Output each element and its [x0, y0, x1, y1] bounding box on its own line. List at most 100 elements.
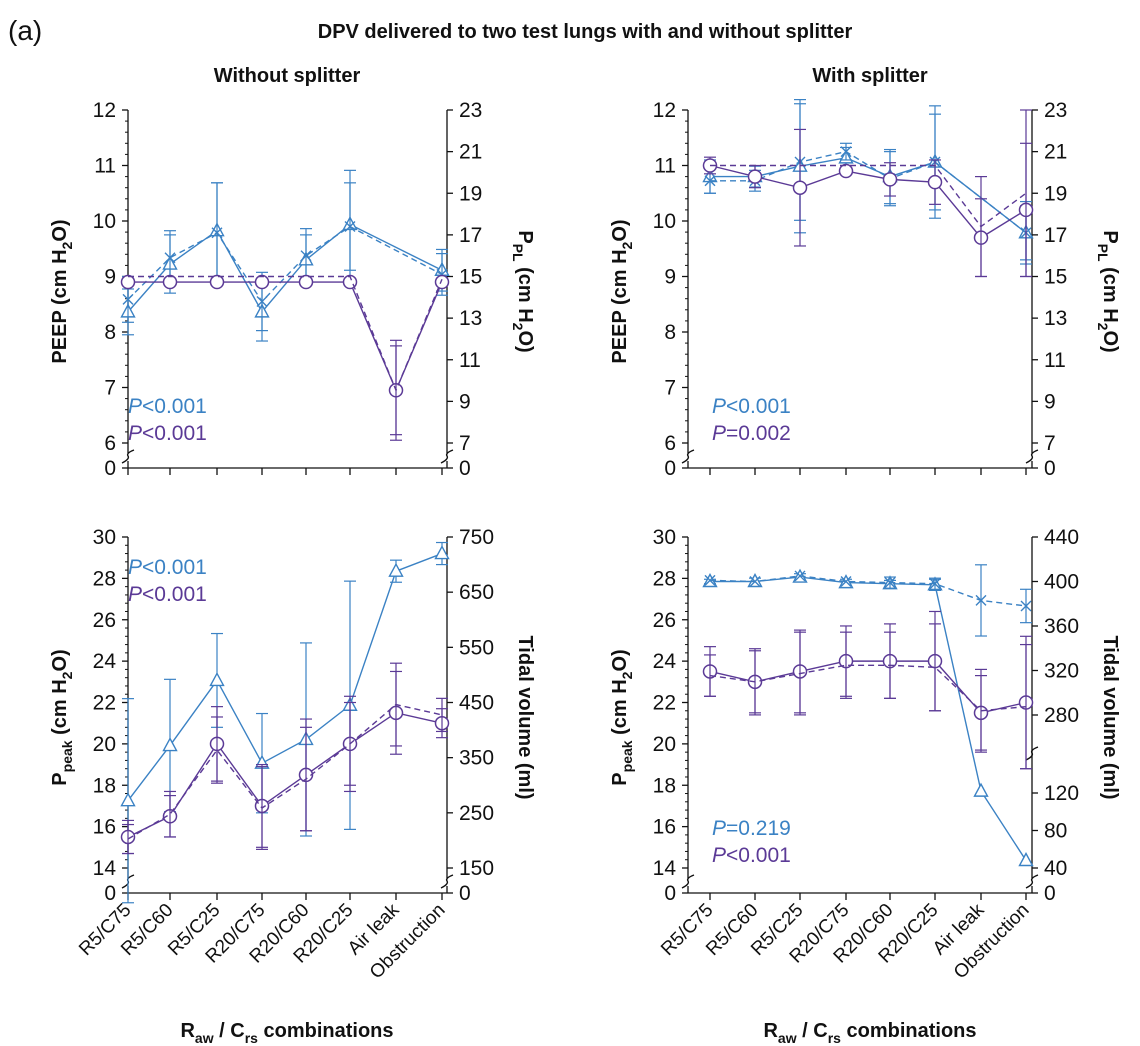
data-point-x	[884, 577, 896, 589]
y2-tick-label: 9	[459, 390, 471, 413]
data-point-circle	[209, 274, 225, 290]
data-point-x	[211, 227, 223, 239]
p-value-purple: P<0.001	[712, 844, 791, 867]
y2-tick-label: 280	[1044, 704, 1079, 727]
data-point-triangle	[209, 671, 225, 687]
data-point-x	[975, 594, 987, 606]
panel-title-tr: With splitter	[812, 65, 928, 87]
y2-tick-label: 120	[1044, 782, 1079, 805]
y2-tick-label: 21	[1044, 141, 1067, 164]
data-point-triangle	[1018, 852, 1034, 867]
y2-tick-label: 15	[459, 266, 482, 289]
p-value-purple: P<0.001	[128, 422, 207, 445]
y2-tick-label: 17	[1044, 224, 1067, 247]
data-point-circle	[838, 163, 854, 179]
y-tick-label: 14	[93, 857, 117, 880]
y-tick-label: 14	[653, 857, 677, 880]
y-tick-label: 12	[93, 99, 116, 122]
y2-tick-label: 21	[459, 141, 482, 164]
y-tick-label: 28	[653, 567, 676, 590]
data-point-triangle	[747, 573, 763, 588]
y-tick-label: 24	[653, 650, 677, 673]
y-tick-label: 22	[93, 692, 116, 715]
y2-tick-label: 13	[459, 307, 482, 330]
y2-tick-label: 550	[459, 636, 494, 659]
y-tick-label: 16	[93, 816, 116, 839]
data-point-x	[704, 175, 716, 187]
y2-tick-label: 23	[1044, 99, 1067, 122]
y-tick-label: 28	[93, 567, 116, 590]
y-tick-label: 6	[664, 432, 676, 455]
data-point-x	[840, 146, 852, 158]
y-tick-label: 20	[93, 733, 116, 756]
p-value-blue: P<0.001	[128, 556, 207, 579]
series-line-purple-circle	[709, 164, 1027, 239]
y-tick-label: 7	[664, 377, 676, 400]
axis-break-mark	[681, 874, 695, 889]
y2-tick-label: 9	[1044, 390, 1056, 413]
data-point-x	[704, 574, 716, 586]
data-point-x	[256, 295, 268, 307]
axis-break-mark	[440, 449, 454, 464]
p-value-blue: P<0.001	[128, 395, 207, 418]
y-tick-label: 12	[653, 99, 676, 122]
y-tick-label: 20	[653, 733, 676, 756]
y2-tick-label: 750	[459, 526, 494, 549]
data-point-x	[1020, 600, 1032, 612]
data-point-circle	[254, 274, 270, 290]
series-line-blue-x	[127, 225, 443, 303]
y2-tick-label: 650	[459, 581, 494, 604]
y-tick-label: 0	[104, 882, 116, 905]
y-tick-label: 26	[653, 609, 676, 632]
series-line-purple-none	[128, 275, 443, 393]
y-tick-label: 0	[104, 457, 116, 480]
y2-tick-label: 0	[459, 882, 471, 905]
data-point-triangle	[434, 545, 450, 560]
y2-axis-label: PPL (cm H2O)	[510, 230, 536, 352]
y-tick-label: 10	[93, 210, 116, 233]
y-axis-label: Ppeak (cm H2O)	[49, 649, 75, 785]
data-point-circle	[162, 274, 178, 290]
y-axis-label: PEEP (cm H2O)	[609, 219, 635, 363]
chart-panel-with-splitter-ppeak: 14 16 18 20 22 24 26 28 30 0 280 320 360 400 440 40 80 12…	[609, 526, 1121, 983]
series-line-purple-circle	[128, 281, 443, 393]
data-point-x	[840, 576, 852, 587]
y-tick-label: 10	[653, 210, 676, 233]
data-point-x	[300, 250, 312, 262]
y2-tick-label: 250	[459, 802, 494, 825]
axis-break-mark	[1025, 746, 1039, 761]
y-tick-label: 0	[664, 882, 676, 905]
y2-tick-label: 80	[1044, 820, 1067, 843]
chart-panel-without-splitter-ppeak: 1416182022242628300150250350450550650750…	[49, 526, 536, 983]
panel-title-tl: Without splitter	[214, 65, 361, 87]
y-tick-label: 30	[653, 526, 676, 549]
data-point-triangle	[120, 792, 136, 807]
y2-tick-label: 440	[1044, 526, 1079, 549]
data-point-circle	[120, 274, 136, 290]
data-point-circle	[747, 169, 763, 184]
series-line-purple-none	[127, 703, 443, 840]
series-line-blue-x	[710, 150, 1027, 234]
y2-tick-label: 360	[1044, 615, 1079, 638]
data-point-circle	[298, 274, 314, 290]
y2-tick-label: 7	[459, 432, 471, 455]
figure-title: DPV delivered to two test lungs with and…	[318, 21, 853, 43]
y2-tick-label: 23	[459, 99, 482, 122]
data-point-x	[164, 252, 176, 264]
series-line-purple-none	[709, 664, 1027, 712]
data-point-circle	[927, 174, 943, 190]
y2-tick-label: 13	[1044, 307, 1067, 330]
p-value-purple: P<0.001	[128, 583, 207, 606]
y2-tick-label: 150	[459, 857, 494, 880]
y-tick-label: 9	[664, 266, 676, 289]
series-line-blue-x	[709, 575, 1027, 607]
y2-tick-label: 0	[1044, 882, 1056, 905]
y-tick-label: 0	[664, 457, 676, 480]
data-point-x	[794, 570, 806, 582]
y2-tick-label: 15	[1044, 266, 1067, 289]
y-tick-label: 26	[93, 609, 116, 632]
y2-tick-label: 450	[459, 692, 494, 715]
data-point-x	[122, 293, 134, 305]
